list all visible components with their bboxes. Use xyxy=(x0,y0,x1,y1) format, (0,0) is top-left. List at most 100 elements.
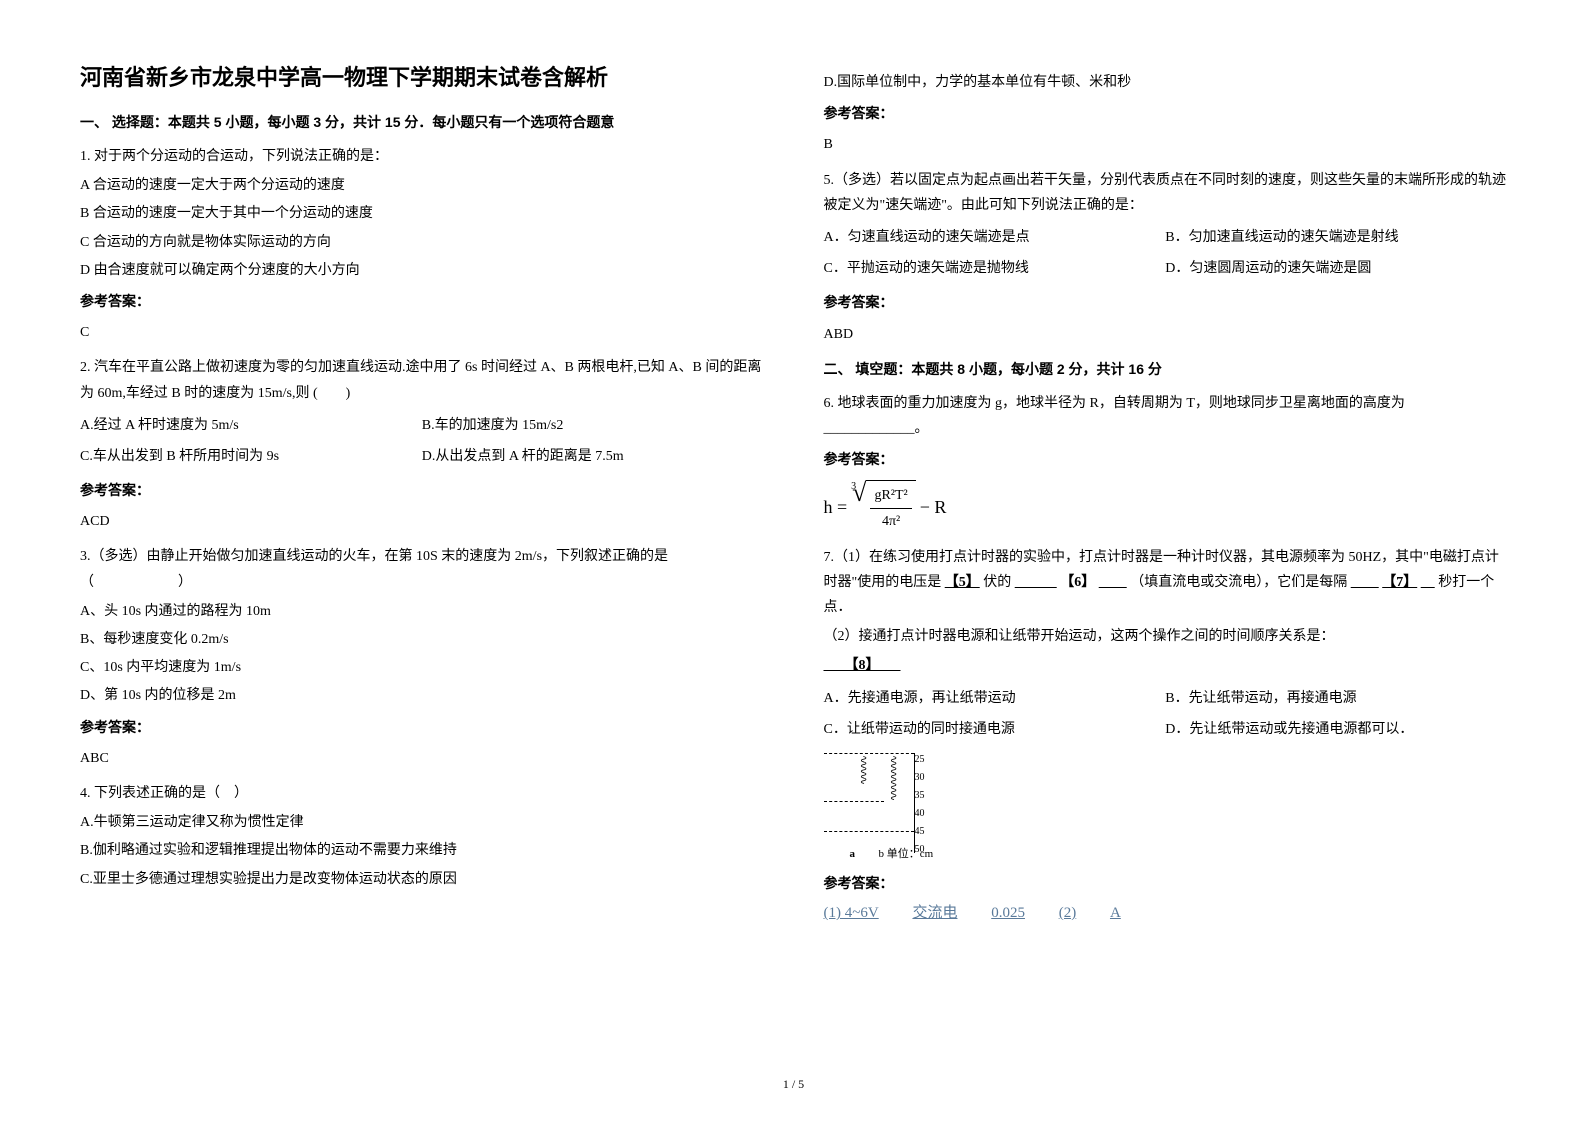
q3-opt-c: C、10s 内平均速度为 1m/s xyxy=(80,655,764,680)
dash-line xyxy=(824,753,914,754)
q3-stem: 3.（多选）由静止开始做匀加速直线运动的火车，在第 10S 末的速度为 2m/s… xyxy=(80,544,764,594)
question-2: 2. 汽车在平直公路上做初速度为零的匀加速直线运动.途中用了 6s 时间经过 A… xyxy=(80,355,764,534)
q7-p2: （2）接通打点计时器电源和让纸带开始运动，这两个操作之间的时间顺序关系是： xyxy=(824,624,1508,649)
hw-2: 交流电 xyxy=(912,905,957,921)
formula-tail: − R xyxy=(920,491,947,523)
section-1-head: 一、 选择题：本题共 5 小题，每小题 3 分，共计 15 分．每小题只有一个选… xyxy=(80,112,764,132)
page-number: 1 / 5 xyxy=(783,1077,804,1092)
q7-blank8: 【8】 xyxy=(824,653,1508,678)
q3-ans: ABC xyxy=(80,746,764,771)
q3-opt-d: D、第 10s 内的位移是 2m xyxy=(80,683,764,708)
q1-ans-label: 参考答案： xyxy=(80,289,764,314)
blank-line-5 xyxy=(824,658,852,673)
q6-stem: 6. 地球表面的重力加速度为 g，地球半径为 R，自转周期为 T，则地球同步卫星… xyxy=(824,391,1508,441)
q3-ans-label: 参考答案： xyxy=(80,715,764,740)
cube-root: 3 √ gR²T² 4π² xyxy=(851,480,916,534)
blank-line-4 xyxy=(1421,575,1435,590)
question-4-cont: D.国际单位制中，力学的基本单位有牛顿、米和秒 参考答案： B xyxy=(824,70,1508,158)
q5-opt-d: D．匀速圆周运动的速矢端迹是圆 xyxy=(1165,256,1507,281)
root-body: gR²T² 4π² xyxy=(866,480,915,534)
question-4: 4. 下列表述正确的是（ ） A.牛顿第三运动定律又称为惯性定律 B.伽利略通过… xyxy=(80,781,764,892)
q7-opt-d: D．先让纸带运动或先接通电源都可以． xyxy=(1165,717,1507,742)
q7-p1: 7.（1）在练习使用打点计时器的实验中，打点计时器是一种计时仪器，其电源频率为 … xyxy=(824,545,1508,621)
q4-opt-d: D.国际单位制中，力学的基本单位有牛顿、米和秒 xyxy=(824,70,1508,95)
ruler-icon: 25 30 35 40 45 50 xyxy=(914,753,915,853)
q6-formula: h = 3 √ gR²T² 4π² − R xyxy=(824,480,1508,534)
q7-p1c: （填直流电或交流电），它们是每隔 xyxy=(1130,575,1347,590)
question-1: 1. 对于两个分运动的合运动，下列说法正确的是： A 合运动的速度一定大于两个分… xyxy=(80,144,764,345)
q2-ans-label: 参考答案： xyxy=(80,478,764,503)
blank-line-6 xyxy=(873,658,901,673)
blank-line-3 xyxy=(1351,575,1379,590)
q1-ans: C xyxy=(80,320,764,345)
q2-stem: 2. 汽车在平直公路上做初速度为零的匀加速直线运动.途中用了 6s 时间经过 A… xyxy=(80,355,764,405)
q4-stem: 4. 下列表述正确的是（ ） xyxy=(80,781,764,806)
q1-stem: 1. 对于两个分运动的合运动，下列说法正确的是： xyxy=(80,144,764,169)
hw-3: 0.025 xyxy=(991,905,1025,921)
blank-8: 【8】 xyxy=(852,658,873,673)
question-3: 3.（多选）由静止开始做匀加速直线运动的火车，在第 10S 末的速度为 2m/s… xyxy=(80,544,764,771)
hw-1: (1) 4~6V xyxy=(824,905,879,921)
q7-handwritten-answer: (1) 4~6V 交流电 0.025 (2) A xyxy=(824,900,1508,927)
dash-line xyxy=(824,801,884,802)
q1-opt-c: C 合运动的方向就是物体实际运动的方向 xyxy=(80,230,764,255)
q1-opt-a: A 合运动的速度一定大于两个分运动的速度 xyxy=(80,173,764,198)
blank-line-2 xyxy=(1099,575,1127,590)
q1-opt-d: D 由合速度就可以确定两个分速度的大小方向 xyxy=(80,258,764,283)
section-2-head: 二、 填空题：本题共 8 小题，每小题 2 分，共计 16 分 xyxy=(824,359,1508,379)
spring-b-icon: ∿∿∿∿∿∿∿∿ xyxy=(884,755,902,798)
q2-opt-d: D.从出发点到 A 杆的距离是 7.5m xyxy=(422,444,764,469)
q5-ans-label: 参考答案： xyxy=(824,290,1508,315)
q5-opt-c: C．平抛运动的速矢端迹是抛物线 xyxy=(824,256,1166,281)
q4-opt-c: C.亚里士多德通过理想实验提出力是改变物体运动状态的原因 xyxy=(80,867,764,892)
q7-p1b: 伏的 xyxy=(983,575,1011,590)
formula-lhs: h = xyxy=(824,491,848,523)
q4-ans: B xyxy=(824,132,1508,157)
tick-40: 40 xyxy=(915,805,925,823)
q7-opt-c: C．让纸带运动的同时接通电源 xyxy=(824,717,1166,742)
dash-line xyxy=(824,831,914,832)
q2-ans: ACD xyxy=(80,509,764,534)
blank-7: 【7】 xyxy=(1382,575,1417,590)
tick-30: 30 xyxy=(915,769,925,787)
q6-ans-label: 参考答案： xyxy=(824,447,1508,472)
label-unit: b 单位：cm xyxy=(879,845,934,865)
q7-opt-a: A．先接通电源，再让纸带运动 xyxy=(824,686,1166,711)
q7-ans-label: 参考答案： xyxy=(824,871,1508,896)
fraction-den: 4π² xyxy=(878,509,904,534)
hw-5: A xyxy=(1110,905,1121,921)
q4-opt-a: A.牛顿第三运动定律又称为惯性定律 xyxy=(80,810,764,835)
question-5: 5.（多选）若以固定点为起点画出若干矢量，分别代表质点在不同时刻的速度，则这些矢… xyxy=(824,168,1508,347)
blank-6: 【6】 xyxy=(1060,575,1095,590)
q2-opt-c: C.车从出发到 B 杆所用时间为 9s xyxy=(80,444,422,469)
tick-35: 35 xyxy=(915,787,925,805)
blank-line-1 xyxy=(1015,575,1057,590)
q5-opt-a: A．匀速直线运动的速矢端迹是点 xyxy=(824,225,1166,250)
blank-5: 【5】 xyxy=(945,575,980,590)
q3-opt-b: B、每秒速度变化 0.2m/s xyxy=(80,627,764,652)
q2-opt-b: B.车的加速度为 15m/s2 xyxy=(422,413,764,438)
question-7: 7.（1）在练习使用打点计时器的实验中，打点计时器是一种计时仪器，其电源频率为 … xyxy=(824,545,1508,928)
tick-25: 25 xyxy=(915,751,925,769)
q4-ans-label: 参考答案： xyxy=(824,101,1508,126)
q1-opt-b: B 合运动的速度一定大于其中一个分运动的速度 xyxy=(80,201,764,226)
q2-opt-a: A.经过 A 杆时速度为 5m/s xyxy=(80,413,422,438)
q5-stem: 5.（多选）若以固定点为起点画出若干矢量，分别代表质点在不同时刻的速度，则这些矢… xyxy=(824,168,1508,218)
radical-icon: √ xyxy=(852,480,866,506)
right-column: D.国际单位制中，力学的基本单位有牛顿、米和秒 参考答案： B 5.（多选）若以… xyxy=(824,60,1508,1062)
q7-opt-b: B．先让纸带运动，再接通电源 xyxy=(1165,686,1507,711)
left-column: 河南省新乡市龙泉中学高一物理下学期期末试卷含解析 一、 选择题：本题共 5 小题… xyxy=(80,60,764,1062)
page-title: 河南省新乡市龙泉中学高一物理下学期期末试卷含解析 xyxy=(80,60,764,92)
q5-ans: ABD xyxy=(824,322,1508,347)
fraction-num: gR²T² xyxy=(870,483,911,509)
spring-ruler-diagram: ∿∿∿∿∿ ∿∿∿∿∿∿∿∿ 25 30 35 40 45 50 a b 单位：… xyxy=(824,753,964,863)
fraction: gR²T² 4π² xyxy=(870,483,911,534)
spring-a-icon: ∿∿∿∿∿ xyxy=(854,755,872,782)
q3-opt-a: A、头 10s 内通过的路程为 10m xyxy=(80,599,764,624)
tick-45: 45 xyxy=(915,823,925,841)
q4-opt-b: B.伽利略通过实验和逻辑推理提出物体的运动不需要力来维持 xyxy=(80,838,764,863)
label-a: a xyxy=(850,845,856,865)
question-6: 6. 地球表面的重力加速度为 g，地球半径为 R，自转周期为 T，则地球同步卫星… xyxy=(824,391,1508,535)
hw-4: (2) xyxy=(1059,905,1077,921)
q5-opt-b: B．匀加速直线运动的速矢端迹是射线 xyxy=(1165,225,1507,250)
